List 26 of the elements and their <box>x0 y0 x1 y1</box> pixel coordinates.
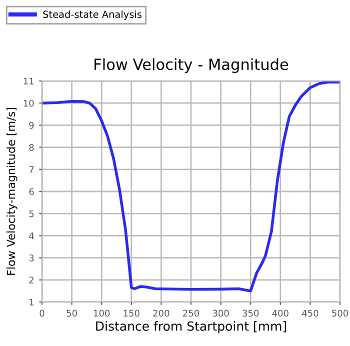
y-tick-label: 8 <box>29 144 34 151</box>
y-tick-label: 6 <box>29 188 34 196</box>
x-tick-label: 500 <box>332 310 348 317</box>
x-tick-label: 100 <box>94 310 110 317</box>
y-tick-label: 11 <box>24 78 34 84</box>
y-tick-label: 10 <box>24 100 34 107</box>
x-tick-label: 300 <box>212 310 229 317</box>
legend-label: Stead-state Analysis <box>43 10 142 20</box>
x-tick-label: 50 <box>66 310 77 317</box>
x-tick-label: 0 <box>40 310 44 317</box>
x-tick-label: 450 <box>302 310 318 317</box>
x-tick-label: 400 <box>272 310 288 317</box>
x-tick-label: 350 <box>242 310 259 317</box>
x-tick-label: 250 <box>183 310 200 317</box>
y-tick-label: 9 <box>29 122 34 129</box>
y-tick-label: 1 <box>30 298 34 306</box>
y-tick-label: 2 <box>29 276 34 284</box>
y-axis-title: Flow Velocity-magnitude [m/s] <box>6 108 18 275</box>
y-tick-label: 3 <box>29 254 34 262</box>
y-tick-label: 5 <box>29 210 34 218</box>
x-axis-title: Distance from Startpoint [mm] <box>96 321 286 334</box>
x-tick-label: 200 <box>153 310 170 317</box>
y-tick-label: 4 <box>29 232 34 240</box>
y-tick-label: 7 <box>29 166 34 173</box>
chart-title: Flow Velocity - Magnitude <box>94 58 288 74</box>
x-tick-label: 150 <box>124 310 140 317</box>
